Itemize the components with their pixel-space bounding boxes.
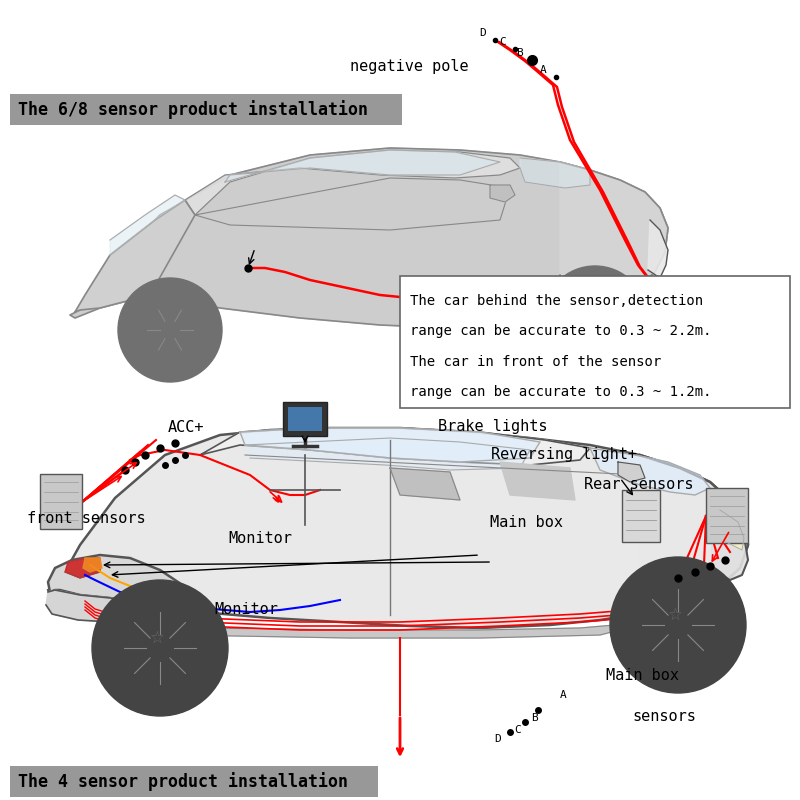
Text: C: C bbox=[499, 37, 506, 47]
Text: front sensors: front sensors bbox=[27, 511, 146, 526]
Polygon shape bbox=[240, 428, 540, 462]
Polygon shape bbox=[245, 438, 530, 470]
Bar bbox=[40, 474, 82, 529]
Circle shape bbox=[122, 610, 198, 686]
Polygon shape bbox=[83, 558, 102, 572]
Text: Brake lights: Brake lights bbox=[438, 419, 548, 434]
Polygon shape bbox=[520, 158, 590, 188]
Text: B: B bbox=[531, 713, 538, 722]
Polygon shape bbox=[70, 148, 668, 328]
Bar bbox=[706, 488, 748, 543]
Polygon shape bbox=[710, 505, 748, 580]
Bar bbox=[10, 94, 402, 125]
Text: The car behind the sensor,detection: The car behind the sensor,detection bbox=[410, 294, 703, 308]
Circle shape bbox=[543, 266, 647, 370]
Circle shape bbox=[155, 315, 185, 345]
Circle shape bbox=[640, 587, 716, 663]
Text: The 6/8 sensor product installation: The 6/8 sensor product installation bbox=[18, 100, 368, 119]
Polygon shape bbox=[225, 150, 500, 182]
Polygon shape bbox=[110, 195, 185, 255]
Polygon shape bbox=[100, 622, 650, 638]
Polygon shape bbox=[560, 162, 668, 318]
Polygon shape bbox=[640, 455, 748, 612]
Bar bbox=[288, 407, 322, 431]
Polygon shape bbox=[48, 428, 748, 628]
Bar bbox=[10, 766, 378, 797]
Polygon shape bbox=[75, 200, 195, 312]
Polygon shape bbox=[590, 448, 710, 495]
Text: Main box: Main box bbox=[490, 515, 562, 530]
Circle shape bbox=[138, 626, 182, 670]
Text: The 4 sensor product installation: The 4 sensor product installation bbox=[18, 772, 348, 791]
Polygon shape bbox=[390, 468, 460, 500]
Bar bbox=[633, 278, 661, 316]
Polygon shape bbox=[48, 555, 200, 612]
Polygon shape bbox=[185, 150, 520, 215]
Circle shape bbox=[626, 573, 730, 677]
Polygon shape bbox=[46, 590, 145, 622]
Circle shape bbox=[570, 293, 620, 343]
Text: Rear sensors: Rear sensors bbox=[584, 478, 694, 492]
Polygon shape bbox=[648, 220, 668, 278]
Polygon shape bbox=[618, 462, 645, 482]
Polygon shape bbox=[200, 428, 590, 465]
Text: Reversing light+: Reversing light+ bbox=[491, 447, 638, 462]
Text: range can be accurate to 0.3 ~ 2.2m.: range can be accurate to 0.3 ~ 2.2m. bbox=[410, 325, 711, 338]
Text: B: B bbox=[516, 48, 522, 58]
Text: A: A bbox=[540, 65, 546, 75]
Text: ☆: ☆ bbox=[668, 606, 683, 624]
Text: A: A bbox=[560, 690, 566, 700]
Text: negative pole: negative pole bbox=[350, 59, 469, 74]
Circle shape bbox=[148, 636, 172, 660]
Bar bbox=[622, 490, 660, 542]
Text: ACC+: ACC+ bbox=[168, 421, 205, 435]
Text: C: C bbox=[514, 725, 521, 734]
Circle shape bbox=[92, 580, 228, 716]
Circle shape bbox=[132, 292, 208, 368]
Text: range can be accurate to 0.3 ~ 1.2m.: range can be accurate to 0.3 ~ 1.2m. bbox=[410, 385, 711, 399]
Polygon shape bbox=[490, 185, 515, 202]
Text: Monitor: Monitor bbox=[214, 602, 278, 617]
Bar bbox=[283, 402, 327, 436]
Circle shape bbox=[557, 280, 633, 356]
Polygon shape bbox=[500, 462, 575, 500]
Circle shape bbox=[656, 603, 700, 647]
Polygon shape bbox=[65, 558, 100, 578]
Text: ☆: ☆ bbox=[150, 629, 165, 647]
Circle shape bbox=[108, 596, 212, 700]
Circle shape bbox=[666, 613, 690, 637]
Circle shape bbox=[580, 303, 610, 333]
Bar bbox=[400, 276, 790, 408]
Text: D: D bbox=[494, 734, 501, 744]
Text: sensors: sensors bbox=[632, 710, 696, 724]
Circle shape bbox=[145, 305, 195, 355]
Text: Main box: Main box bbox=[606, 668, 678, 682]
Polygon shape bbox=[720, 510, 744, 550]
Text: The car in front of the sensor: The car in front of the sensor bbox=[410, 355, 662, 369]
Circle shape bbox=[610, 557, 746, 693]
Circle shape bbox=[118, 278, 222, 382]
Text: D: D bbox=[479, 28, 486, 38]
Text: Monitor: Monitor bbox=[228, 531, 292, 546]
